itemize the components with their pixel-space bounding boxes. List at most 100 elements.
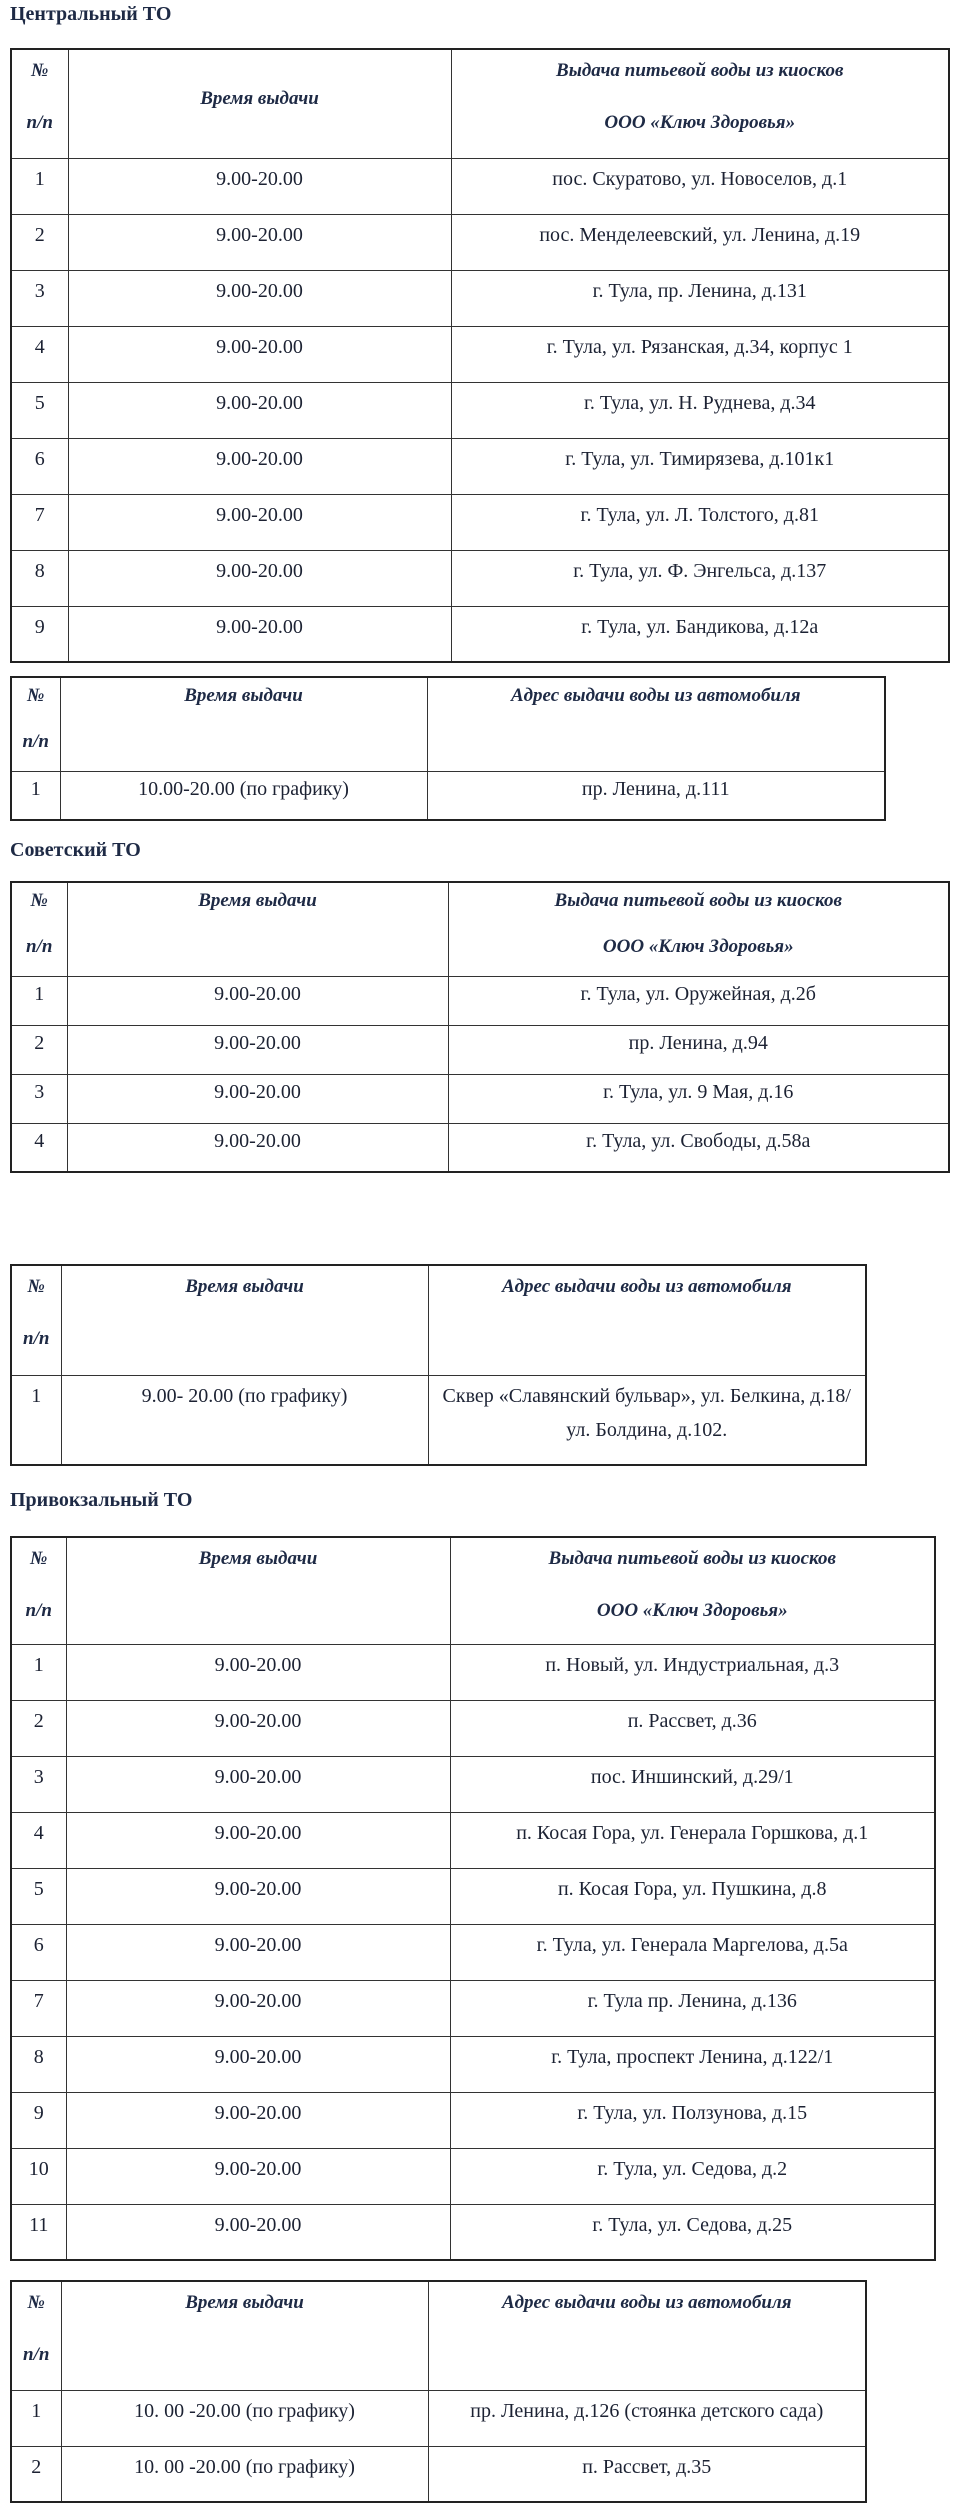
header-time: Время выдачи bbox=[60, 1264, 429, 1376]
header-number: № п/п bbox=[10, 881, 68, 977]
privokzalny-kiosk-table: № п/п Время выдачи Выдача питьевой воды из… bbox=[10, 1536, 936, 2261]
row-number: 6 bbox=[10, 437, 69, 495]
row-address: п. Рассвет, д.36 bbox=[449, 1699, 936, 1757]
row-time: 9.00-20.00 bbox=[67, 213, 452, 271]
table-row: 6 9.00-20.00 г. Тула, ул. Тимирязева, д.10… bbox=[10, 437, 950, 495]
row-address: г. Тула, ул. Оружейная, д.2б bbox=[447, 975, 950, 1026]
row-address: г. Тула, ул. Ползунова, д.15 bbox=[449, 2091, 936, 2149]
header-address-text: Адрес выдачи воды из автомобиля bbox=[501, 1276, 792, 1297]
header-address: Адрес выдачи воды из автомобиля bbox=[427, 2280, 867, 2391]
header-address: Адрес выдачи воды из автомобиля bbox=[427, 1264, 867, 1376]
row-time: 9.00-20.00 bbox=[65, 2147, 451, 2205]
header-number-text: № п/п bbox=[26, 60, 53, 133]
header-number-text: № п/п bbox=[23, 1276, 50, 1349]
row-number: 2 bbox=[10, 213, 69, 271]
row-number: 2 bbox=[10, 2445, 62, 2503]
row-number: 3 bbox=[10, 1755, 67, 1813]
row-address: г. Тула пр. Ленина, д.136 bbox=[449, 1979, 936, 2037]
row-time: 9.00-20.00 bbox=[67, 269, 452, 327]
row-address: г. Тула, ул. Л. Толстого, д.81 bbox=[450, 493, 950, 551]
table-row: 3 9.00-20.00 г. Тула, ул. 9 Мая, д.16 bbox=[10, 1073, 950, 1124]
table-row: 1 10.00-20.00 (по графику) пр. Ленина, д.1… bbox=[10, 770, 886, 821]
header-row: № п/п Время выдачи Выдача питьевой воды из… bbox=[10, 48, 950, 159]
row-number: 9 bbox=[10, 605, 69, 663]
header-time-text: Время выдачи bbox=[200, 87, 319, 109]
header-row: № п/п Время выдачи Адрес выдачи воды из ав… bbox=[10, 1264, 867, 1376]
row-number: 1 bbox=[10, 975, 68, 1026]
header-row: № п/п Время выдачи Выдача питьевой воды из… bbox=[10, 1536, 936, 1645]
header-time: Время выдачи bbox=[59, 676, 428, 772]
header-row: № п/п Время выдачи Адрес выдачи воды из ав… bbox=[10, 676, 886, 772]
central-vehicle-table: № п/п Время выдачи Адрес выдачи воды из ав… bbox=[10, 676, 886, 821]
row-address: г. Тула, ул. Тимирязева, д.101к1 bbox=[450, 437, 950, 495]
header-number-text: № п/п bbox=[26, 890, 53, 957]
header-number-text: № п/п bbox=[25, 1548, 52, 1621]
row-address: Сквер «Славянский бульвар», ул. Белкина,… bbox=[427, 1374, 867, 1466]
table-row: 10 9.00-20.00 г. Тула, ул. Седова, д.2 bbox=[10, 2147, 936, 2205]
table-row: 9 9.00-20.00 г. Тула, ул. Бандикова, д.12а bbox=[10, 605, 950, 663]
header-number: № п/п bbox=[10, 48, 69, 159]
row-time: 9.00-20.00 bbox=[65, 2091, 451, 2149]
row-time: 9.00-20.00 bbox=[67, 493, 452, 551]
row-address: пос. Скуратово, ул. Новоселов, д.1 bbox=[450, 157, 950, 215]
row-number: 9 bbox=[10, 2091, 67, 2149]
table-row: 8 9.00-20.00 г. Тула, ул. Ф. Энгельса, д.1… bbox=[10, 549, 950, 607]
header-number: № п/п bbox=[10, 1264, 62, 1376]
row-address: п. Рассвет, д.35 bbox=[427, 2445, 867, 2503]
header-number-text: № п/п bbox=[22, 685, 49, 752]
row-address: г. Тула, ул. Генерала Маргелова, д.5а bbox=[449, 1923, 936, 1981]
row-number: 4 bbox=[10, 1122, 68, 1173]
row-time: 9.00-20.00 bbox=[65, 1811, 451, 1869]
header-address-text: Выдача питьевой воды из киосков ООО «Клю… bbox=[556, 60, 844, 133]
row-time: 9.00-20.00 bbox=[67, 605, 452, 663]
row-time: 10. 00 -20.00 (по графику) bbox=[60, 2445, 429, 2503]
row-address: г. Тула, пр. Ленина, д.131 bbox=[450, 269, 950, 327]
row-time: 9.00-20.00 bbox=[65, 1867, 451, 1925]
row-address: г. Тула, ул. Бандикова, д.12а bbox=[450, 605, 950, 663]
table-row: 2 9.00-20.00 пр. Ленина, д.94 bbox=[10, 1024, 950, 1075]
header-address-text: Выдача питьевой воды из киосков ООО «Клю… bbox=[548, 1548, 836, 1621]
header-time-text: Время выдачи bbox=[198, 890, 317, 911]
table-row: 5 9.00-20.00 г. Тула, ул. Н. Руднева, д.34 bbox=[10, 381, 950, 439]
header-address: Выдача питьевой воды из киосков ООО «Клю… bbox=[450, 48, 950, 159]
table-row: 2 9.00-20.00 п. Рассвет, д.36 bbox=[10, 1699, 936, 1757]
row-address: пос. Иншинский, д.29/1 bbox=[449, 1755, 936, 1813]
header-time-text: Время выдачи bbox=[184, 685, 303, 706]
table-row: 2 10. 00 -20.00 (по графику) п. Рассвет, д… bbox=[10, 2445, 867, 2503]
row-number: 1 bbox=[10, 157, 69, 215]
row-number: 1 bbox=[10, 770, 61, 821]
row-address: пос. Менделеевский, ул. Ленина, д.19 bbox=[450, 213, 950, 271]
row-number: 3 bbox=[10, 269, 69, 327]
row-time: 9.00-20.00 bbox=[66, 1122, 449, 1173]
sovetsky-vehicle-table: № п/п Время выдачи Адрес выдачи воды из ав… bbox=[10, 1264, 867, 1466]
row-number: 6 bbox=[10, 1923, 67, 1981]
header-time: Время выдачи bbox=[66, 881, 449, 977]
row-number: 1 bbox=[10, 1643, 67, 1701]
row-address: п. Косая Гора, ул. Генерала Горшкова, д.… bbox=[449, 1811, 936, 1869]
row-number: 5 bbox=[10, 1867, 67, 1925]
row-time: 9.00-20.00 bbox=[67, 157, 452, 215]
row-time: 9.00-20.00 bbox=[65, 2035, 451, 2093]
row-number: 5 bbox=[10, 381, 69, 439]
row-address: г. Тула, ул. Н. Руднева, д.34 bbox=[450, 381, 950, 439]
row-address: г. Тула, ул. Свободы, д.58а bbox=[447, 1122, 950, 1173]
row-address: г. Тула, ул. Седова, д.25 bbox=[449, 2203, 936, 2261]
row-number: 2 bbox=[10, 1024, 68, 1075]
header-number: № п/п bbox=[10, 1536, 67, 1645]
header-address: Выдача питьевой воды из киосков ООО «Клю… bbox=[449, 1536, 936, 1645]
row-address: г. Тула, ул. Ф. Энгельса, д.137 bbox=[450, 549, 950, 607]
table-row: 1 9.00-20.00 г. Тула, ул. Оружейная, д.2б bbox=[10, 975, 950, 1026]
row-time: 9.00-20.00 bbox=[67, 437, 452, 495]
row-address: г. Тула, ул. Седова, д.2 bbox=[449, 2147, 936, 2205]
table-row: 1 9.00-20.00 пос. Скуратово, ул. Новоселов… bbox=[10, 157, 950, 215]
row-time: 9.00-20.00 bbox=[67, 325, 452, 383]
row-address: г. Тула, проспект Ленина, д.122/1 bbox=[449, 2035, 936, 2093]
table-row: 6 9.00-20.00 г. Тула, ул. Генерала Маргело… bbox=[10, 1923, 936, 1981]
header-time-text: Время выдачи bbox=[185, 1276, 304, 1297]
table-row: 9 9.00-20.00 г. Тула, ул. Ползунова, д.15 bbox=[10, 2091, 936, 2149]
header-row: № п/п Время выдачи Адрес выдачи воды из ав… bbox=[10, 2280, 867, 2391]
header-time-text: Время выдачи bbox=[185, 2292, 304, 2313]
row-number: 1 bbox=[10, 2389, 62, 2447]
row-time: 9.00-20.00 bbox=[67, 381, 452, 439]
row-address: г. Тула, ул. 9 Мая, д.16 bbox=[447, 1073, 950, 1124]
